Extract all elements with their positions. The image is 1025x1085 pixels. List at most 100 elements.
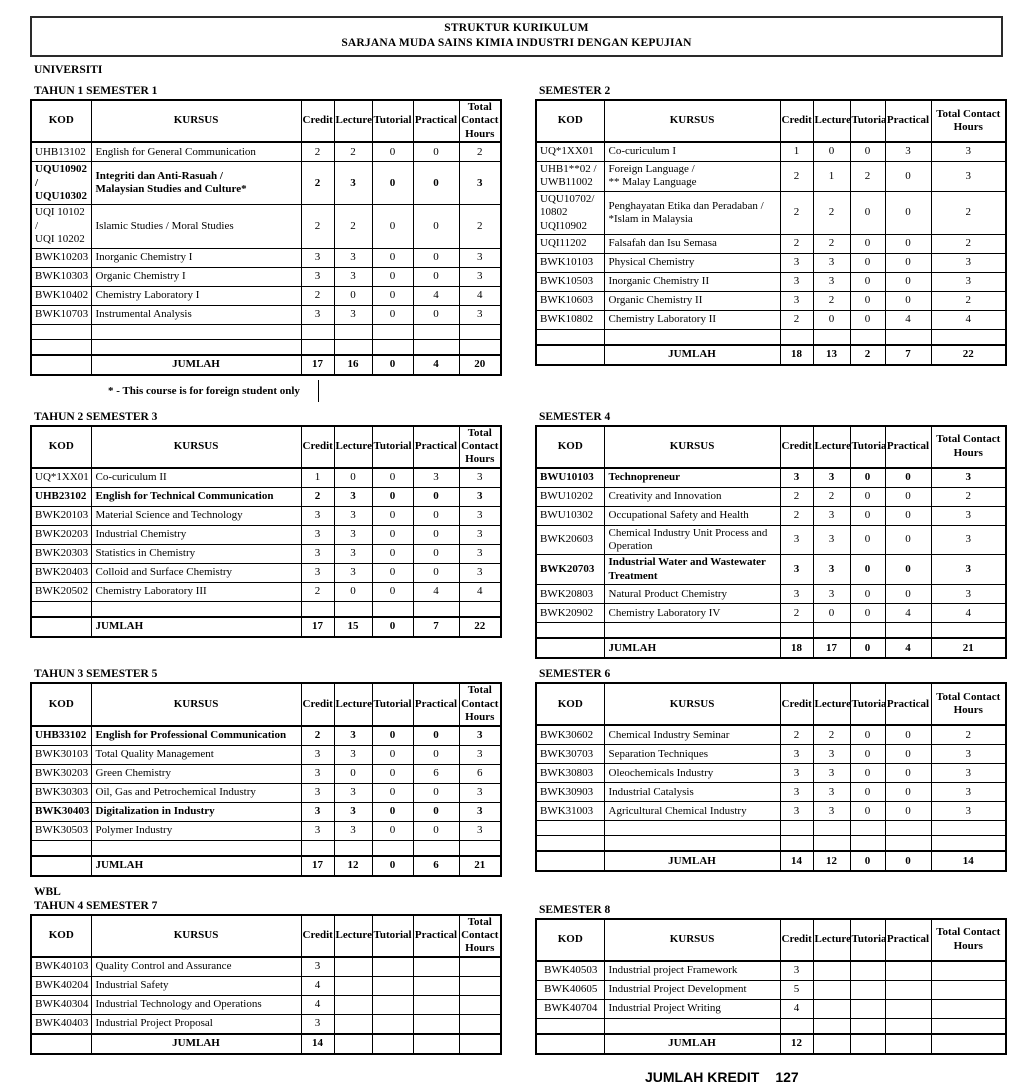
course-name-cell: Co-curiculum II (90, 467, 302, 488)
course-name-cell: Organic Chemistry II (603, 291, 781, 312)
jumlah-value-cell (371, 1032, 414, 1055)
column-header: Credit (779, 99, 814, 143)
empty-cell (884, 820, 932, 837)
value-cell: 3 (930, 524, 1007, 556)
course-code-cell: UQ*1XX01 (535, 141, 605, 162)
empty-cell (849, 1017, 886, 1034)
value-cell: 2 (333, 141, 373, 163)
column-header: Total Contact Hours (930, 918, 1007, 962)
empty-cell (300, 839, 335, 856)
jumlah-value-cell: 7 (412, 615, 460, 638)
column-header: KURSUS (90, 99, 302, 144)
value-cell: 5 (779, 979, 814, 1000)
value-cell: 3 (458, 725, 502, 746)
empty-cell (90, 839, 302, 856)
empty-cell (930, 820, 1007, 837)
empty-row (535, 820, 1007, 837)
value-cell: 0 (371, 524, 414, 545)
value-cell: 0 (884, 584, 932, 605)
value-cell: 3 (458, 505, 502, 526)
value-cell: 3 (930, 161, 1007, 192)
value-cell: 2 (300, 486, 335, 507)
empty-cell (812, 622, 851, 639)
course-code-cell: BWK20203 (30, 524, 92, 545)
value-cell: 0 (849, 524, 886, 556)
empty-cell (458, 839, 502, 856)
value-cell: 4 (930, 603, 1007, 624)
value-cell: 0 (371, 801, 414, 822)
column-header: KURSUS (90, 913, 302, 958)
section-tahun3-semester5: TAHUN 3 SEMESTER 5 KOD KURSUS Credit Lectur… (30, 659, 502, 877)
curriculum-table-semester4: KODKURSUSCreditLectureTutorialPracticalT… (535, 424, 1007, 660)
curriculum-table-semester8: KODKURSUSCreditLectureTutorialPracticalT… (535, 917, 1007, 1055)
course-name-cell: Organic Chemistry I (90, 266, 302, 287)
course-row: BWU10302 Occupational Safety and Health 2 3… (535, 505, 1007, 526)
course-row: BWK40503 Industrial project Framework 3 (535, 960, 1007, 981)
course-code-cell: BWK10703 (30, 304, 92, 325)
value-cell: 2 (458, 204, 502, 249)
value-cell: 2 (812, 291, 851, 312)
value-cell: 3 (300, 304, 335, 325)
course-code-cell: UHB13102 (30, 141, 92, 163)
jumlah-value-cell (412, 1032, 460, 1055)
course-code-cell: BWK10503 (535, 272, 605, 293)
value-cell: 0 (333, 763, 373, 784)
empty-cell (779, 622, 814, 639)
column-header: Credit (300, 99, 335, 144)
value-cell: 0 (884, 486, 932, 507)
course-row: UQI 10102 / UQI 10202 Islamic Studies / M… (30, 204, 502, 249)
jumlah-value-cell: 14 (930, 850, 1007, 872)
column-header: KURSUS (90, 682, 302, 727)
course-row: BWK30203 Green Chemistry 3 0 0 6 6 (30, 763, 502, 784)
value-cell: 0 (371, 266, 414, 287)
value-cell: 1 (300, 467, 335, 488)
value-cell: 0 (884, 724, 932, 746)
empty-cell (371, 338, 414, 356)
value-cell: 0 (371, 467, 414, 488)
value-cell: 3 (930, 505, 1007, 526)
value-cell: 3 (333, 486, 373, 507)
empty-cell (371, 323, 414, 340)
empty-cell (884, 622, 932, 639)
value-cell: 3 (779, 763, 814, 784)
value-cell: 0 (884, 554, 932, 586)
empty-cell (30, 839, 92, 856)
empty-cell (812, 835, 851, 852)
value-cell: 0 (849, 190, 886, 236)
value-cell: 0 (371, 543, 414, 564)
course-row: BWK40103 Quality Control and Assurance 3 (30, 956, 502, 977)
jumlah-value-cell: 17 (300, 854, 335, 876)
jumlah-row: JUMLAH 18 13 2 7 22 (535, 344, 1007, 366)
value-cell: 3 (333, 725, 373, 746)
course-code-cell: BWK30803 (535, 763, 605, 784)
curriculum-table-semester2: KODKURSUSCreditLectureTutorialPracticalT… (535, 99, 1007, 367)
column-header: Total Contact Hours (930, 99, 1007, 143)
value-cell (849, 960, 886, 981)
course-name-cell: Industrial Safety (90, 975, 302, 996)
jumlah-value-cell (458, 1032, 502, 1055)
value-cell: 0 (849, 801, 886, 822)
course-code-cell: UQU10902 / UQU10302 (30, 161, 92, 206)
value-cell: 3 (930, 763, 1007, 784)
column-header: KURSUS (603, 682, 781, 727)
value-cell: 3 (333, 543, 373, 564)
value-cell: 3 (333, 801, 373, 822)
section-heading: SEMESTER 6 (539, 668, 611, 681)
value-cell: 6 (458, 763, 502, 784)
value-cell: 0 (884, 524, 932, 556)
empty-cell (300, 323, 335, 340)
course-row: BWU10103 Technopreneur 3 3 0 0 3 (535, 467, 1007, 488)
jumlah-value-cell: 0 (371, 615, 414, 638)
jumlah-value-cell: 4 (412, 353, 460, 376)
course-name-cell: Chemistry Laboratory II (603, 310, 781, 331)
value-cell: 3 (300, 782, 335, 803)
course-name-cell: Chemistry Laboratory IV (603, 603, 781, 624)
value-cell: 2 (930, 724, 1007, 746)
value-cell: 2 (812, 486, 851, 507)
jumlah-row: JUMLAH 14 12 0 0 14 (535, 850, 1007, 872)
empty-cell (30, 854, 92, 876)
column-header: Total Contact Hours (458, 99, 502, 144)
